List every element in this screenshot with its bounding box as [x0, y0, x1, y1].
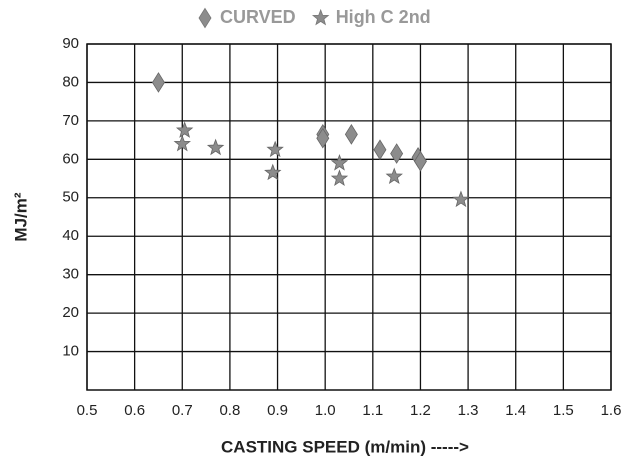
y-tick-label: 30: [62, 266, 79, 283]
x-axis-label: CASTING SPEED (m/min) ----->: [221, 437, 469, 456]
y-tick-label: 50: [62, 189, 79, 206]
x-tick-label: 1.2: [410, 402, 431, 419]
x-tick-label: 0.9: [267, 402, 288, 419]
point: [266, 140, 284, 158]
point: [175, 121, 194, 138]
x-tick-label: 0.7: [172, 402, 193, 419]
x-tick-label: 0.5: [77, 402, 98, 419]
x-tick-label: 0.6: [124, 402, 145, 419]
point: [452, 190, 470, 208]
x-tick-label: 1.6: [601, 402, 622, 419]
x-tick-label: 1.5: [553, 402, 574, 419]
y-tick-label: 60: [62, 150, 79, 167]
legend-label: CURVED: [220, 7, 296, 27]
point: [173, 134, 191, 152]
legend-marker: [311, 8, 330, 26]
x-tick-label: 1.1: [362, 402, 383, 419]
y-tick-label: 20: [62, 304, 79, 321]
y-tick-label: 70: [62, 112, 79, 129]
point: [390, 143, 404, 164]
point: [385, 167, 403, 185]
point: [264, 163, 282, 181]
point: [344, 123, 358, 145]
point: [330, 169, 349, 186]
point: [330, 154, 349, 171]
y-tick-label: 10: [62, 343, 79, 360]
y-axis-label: MJ/m²: [11, 192, 30, 241]
y-tick-label: 80: [62, 73, 79, 90]
x-tick-label: 1.0: [315, 402, 336, 419]
legend-label: High C 2nd: [336, 7, 431, 27]
point: [373, 139, 387, 161]
x-tick-label: 1.3: [458, 402, 479, 419]
y-tick-label: 40: [62, 227, 79, 244]
point: [206, 138, 225, 156]
point: [413, 150, 427, 172]
point: [151, 72, 165, 93]
x-tick-label: 0.8: [219, 402, 240, 419]
legend-marker: [198, 7, 212, 29]
point: [316, 127, 330, 149]
y-tick-label: 90: [62, 35, 79, 52]
x-tick-label: 1.4: [505, 402, 526, 419]
